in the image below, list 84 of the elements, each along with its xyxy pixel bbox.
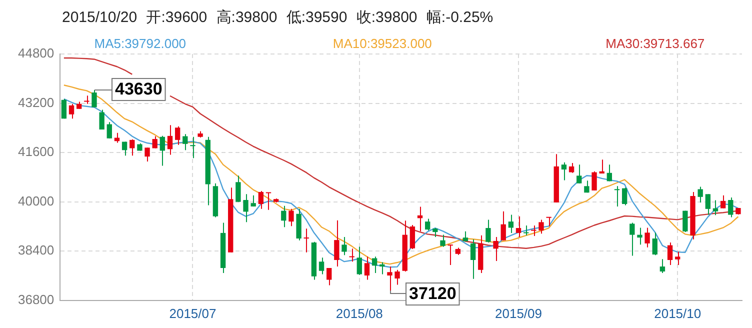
candlestick bbox=[425, 218, 430, 231]
candlestick bbox=[84, 95, 90, 104]
candlestick bbox=[568, 162, 574, 174]
candlestick bbox=[190, 136, 196, 159]
y-tick-label: 36800 bbox=[18, 292, 54, 307]
candlestick bbox=[652, 232, 658, 256]
candlestick bbox=[356, 246, 362, 276]
candlestick bbox=[152, 136, 158, 149]
candlestick bbox=[675, 251, 680, 266]
candlestick bbox=[584, 180, 590, 194]
candlestick bbox=[334, 220, 340, 268]
candlestick bbox=[470, 238, 476, 280]
candlestick bbox=[576, 164, 582, 184]
candlestick bbox=[266, 192, 272, 210]
annotation: 43630 bbox=[114, 80, 162, 99]
candlestick bbox=[614, 186, 620, 207]
candlestick bbox=[61, 98, 67, 120]
text: MA10:39523.000 bbox=[332, 36, 432, 51]
candlestick bbox=[122, 141, 128, 156]
text: MA30:39713.667 bbox=[606, 36, 705, 51]
candlestick bbox=[592, 170, 597, 191]
candlestick bbox=[258, 190, 264, 210]
candlestick bbox=[538, 219, 544, 234]
candlestick bbox=[99, 109, 104, 130]
candlestick bbox=[728, 197, 734, 218]
candlestick bbox=[281, 205, 286, 228]
candlestick bbox=[561, 162, 567, 181]
candlestick bbox=[493, 236, 498, 262]
candlestick bbox=[462, 230, 468, 242]
x-tick-label: 2015/10 bbox=[654, 306, 702, 321]
candlestick bbox=[667, 242, 673, 266]
candlestick bbox=[182, 134, 188, 151]
candlestick bbox=[250, 194, 256, 207]
candlestick bbox=[630, 222, 635, 256]
candlestick bbox=[106, 122, 112, 139]
candlestick bbox=[364, 256, 370, 280]
candlestick bbox=[372, 256, 378, 274]
candlestick bbox=[531, 225, 536, 237]
y-tick-label: 40000 bbox=[18, 193, 54, 208]
candlestick bbox=[130, 138, 135, 156]
x-tick-label: 2015/09 bbox=[495, 306, 542, 321]
y-tick-label: 41600 bbox=[18, 144, 54, 160]
candlestick bbox=[486, 219, 491, 243]
text: MA5:39792.000 bbox=[94, 36, 186, 51]
y-tick-label: 38400 bbox=[18, 242, 54, 258]
candlestick bbox=[660, 258, 666, 274]
candlestick bbox=[326, 268, 332, 286]
candlestick bbox=[243, 194, 248, 223]
candlestick bbox=[387, 266, 392, 292]
candlestick bbox=[508, 214, 514, 234]
candlestick bbox=[720, 194, 726, 209]
candlestick bbox=[318, 257, 324, 275]
y-tick-label: 44800 bbox=[18, 46, 54, 61]
candlestick bbox=[637, 227, 642, 246]
candlestick bbox=[342, 236, 347, 256]
x-tick-label: 2015/07 bbox=[169, 306, 216, 321]
candlestick bbox=[523, 225, 529, 236]
candlestick bbox=[394, 269, 400, 286]
candlestick bbox=[349, 248, 354, 262]
candlestick bbox=[698, 186, 703, 203]
x-tick-label: 2015/08 bbox=[336, 306, 383, 321]
candlestick bbox=[68, 103, 74, 120]
chart-title: 2015/10/20 开:39600 高:39800 低:39590 收:39800 幅:-0.25% bbox=[62, 8, 494, 27]
candlestick bbox=[712, 200, 718, 216]
candlestick bbox=[167, 124, 173, 156]
candlestick bbox=[174, 126, 180, 146]
candlestick bbox=[606, 164, 612, 182]
candlestick bbox=[304, 228, 309, 253]
candlestick bbox=[160, 135, 166, 166]
annotation: 37120 bbox=[408, 284, 456, 304]
candlestick bbox=[705, 194, 710, 216]
candlestick bbox=[288, 208, 294, 227]
candlestick bbox=[448, 244, 453, 266]
candlestick bbox=[144, 147, 150, 162]
candlestick bbox=[500, 210, 506, 241]
candlestick bbox=[644, 227, 650, 248]
candlestick bbox=[516, 216, 522, 238]
candlestick bbox=[236, 175, 241, 202]
candlestick bbox=[622, 187, 628, 206]
candlestick bbox=[440, 234, 446, 248]
candlestick bbox=[410, 224, 416, 250]
y-tick-label: 43200 bbox=[18, 94, 54, 110]
candlestick bbox=[682, 210, 688, 233]
candlestick bbox=[92, 90, 97, 108]
